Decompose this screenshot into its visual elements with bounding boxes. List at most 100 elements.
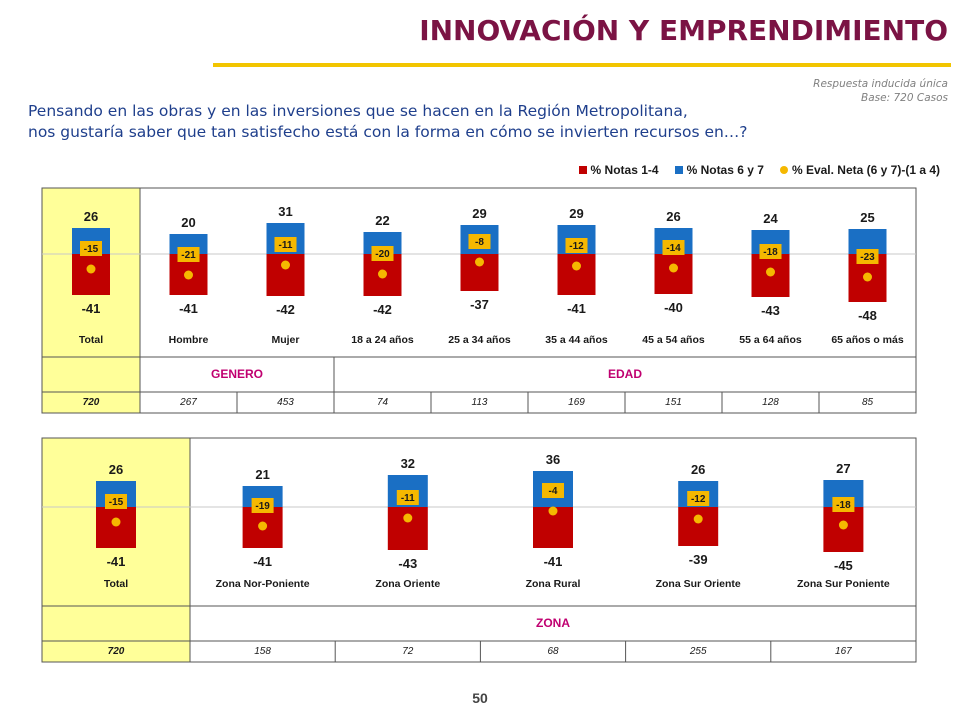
net-value-label-hombre: -21 xyxy=(181,250,196,261)
base-count-zona-oriente: 72 xyxy=(402,646,414,657)
net-point-45-a-54-anos xyxy=(669,263,678,273)
net-label-box xyxy=(105,494,127,509)
net-value-label-total: -15 xyxy=(84,244,99,255)
net-value-label-zona-rural: -4 xyxy=(549,486,558,497)
net-label-box xyxy=(856,249,879,264)
bar-notas-1-4-zona-sur-oriente xyxy=(678,507,719,546)
bar-notas-1-4-zona-oriente xyxy=(387,507,428,550)
category-label-total: Total xyxy=(104,578,128,590)
bar-notas-1-4-mujer xyxy=(266,254,305,296)
base-count-18-a-24-anos: 74 xyxy=(377,397,389,408)
value-label-notas-6-7: 26 xyxy=(84,209,98,224)
value-label-notas-1-4: -41 xyxy=(253,554,272,569)
category-label-18-a-24-anos: 18 a 24 años xyxy=(351,334,414,346)
question-line-1: Pensando en las obras y en las inversion… xyxy=(28,102,688,120)
net-point-total xyxy=(111,517,121,527)
total-column-highlight-1 xyxy=(42,188,140,413)
legend-item-notas-6-7: % Notas 6 y 7 xyxy=(674,163,764,177)
base-count-zona-sur-poniente: 167 xyxy=(835,646,852,657)
value-label-notas-1-4: -41 xyxy=(107,554,126,569)
net-label-box xyxy=(832,497,855,512)
value-label-notas-1-4: -48 xyxy=(858,308,877,323)
value-label-notas-6-7: 24 xyxy=(763,211,778,226)
legend-label: % Notas 6 y 7 xyxy=(686,163,764,177)
value-label-notas-6-7: 26 xyxy=(109,462,123,477)
survey-question: Pensando en las obras y en las inversion… xyxy=(28,101,748,143)
net-label-box xyxy=(468,234,491,249)
net-label-box xyxy=(80,241,102,256)
legend-swatch-dot xyxy=(779,166,788,174)
net-point-25-a-34-anos xyxy=(475,257,484,267)
value-label-notas-6-7: 22 xyxy=(375,213,389,228)
chart-legend: % Notas 1-4 % Notas 6 y 7 % Eval. Neta (… xyxy=(578,163,940,177)
chart-frame-1 xyxy=(41,187,917,414)
base-count-55-a-64-anos: 128 xyxy=(762,397,779,408)
value-label-notas-1-4: -45 xyxy=(834,558,853,573)
page-number: 50 xyxy=(472,690,488,706)
value-label-notas-6-7: 26 xyxy=(691,462,705,477)
net-point-zona-sur-poniente xyxy=(838,520,848,530)
net-value-label-zona-sur-oriente: -12 xyxy=(691,494,706,505)
net-label-box xyxy=(687,491,710,506)
chart-frame-2 xyxy=(41,437,917,663)
value-label-notas-6-7: 36 xyxy=(546,452,560,467)
value-label-notas-1-4: -41 xyxy=(544,554,563,569)
net-value-label-35-a-44-anos: -12 xyxy=(569,241,584,252)
base-count-zona-rural: 68 xyxy=(547,646,559,657)
net-label-box xyxy=(396,490,419,505)
legend-label: % Notas 1-4 xyxy=(590,163,659,177)
net-value-label-18-a-24-anos: -20 xyxy=(375,249,390,260)
net-point-zona-oriente xyxy=(403,513,413,523)
base-count-65-anos-o-mas: 85 xyxy=(862,397,874,408)
net-value-label-55-a-64-anos: -18 xyxy=(763,247,778,258)
base-count-hombre: 267 xyxy=(179,397,197,408)
net-point-zona-sur-oriente xyxy=(693,514,703,524)
value-label-notas-6-7: 32 xyxy=(401,456,415,471)
net-value-label-zona-nor-poniente: -19 xyxy=(255,501,270,512)
value-label-notas-6-7: 26 xyxy=(666,209,680,224)
value-label-notas-6-7: 31 xyxy=(278,204,292,219)
value-label-notas-1-4: -41 xyxy=(567,301,586,316)
net-label-box xyxy=(177,247,200,262)
value-label-notas-6-7: 27 xyxy=(836,461,850,476)
group-label-zona: ZONA xyxy=(536,616,570,630)
net-value-label-mujer: -11 xyxy=(279,240,293,251)
category-label-65-anos-o-mas: 65 años o más xyxy=(831,334,904,346)
net-value-label-total: -15 xyxy=(109,497,124,508)
category-label-35-a-44-anos: 35 a 44 años xyxy=(545,334,608,346)
net-value-label-45-a-54-anos: -14 xyxy=(666,243,681,254)
group-label-genero: GENERO xyxy=(211,367,263,381)
base-count-35-a-44-anos: 169 xyxy=(568,397,585,408)
category-label-zona-nor-poniente: Zona Nor-Poniente xyxy=(216,578,310,590)
note-base: Base: 720 Casos xyxy=(861,92,948,104)
value-label-notas-1-4: -42 xyxy=(373,302,392,317)
value-label-notas-6-7: 29 xyxy=(472,206,486,221)
value-label-notas-1-4: -43 xyxy=(398,556,417,571)
value-label-notas-1-4: -37 xyxy=(470,297,489,312)
net-point-zona-nor-poniente xyxy=(258,521,268,531)
category-label-zona-sur-poniente: Zona Sur Poniente xyxy=(797,578,890,590)
title-underline xyxy=(213,63,951,67)
base-count-zona-nor-poniente: 158 xyxy=(254,646,271,657)
net-point-65-anos-o-mas xyxy=(863,272,872,282)
net-point-35-a-44-anos xyxy=(572,261,581,271)
bar-notas-1-4-45-a-54-anos xyxy=(654,254,693,294)
net-point-hombre xyxy=(184,270,193,280)
net-label-box xyxy=(759,244,782,259)
net-value-label-zona-oriente: -11 xyxy=(401,493,415,504)
group-label-edad: EDAD xyxy=(608,367,642,381)
value-label-notas-1-4: -41 xyxy=(179,301,198,316)
net-point-55-a-64-anos xyxy=(766,267,775,277)
total-column-highlight-2 xyxy=(42,438,190,662)
question-line-2: nos gustaría saber que tan satisfecho es… xyxy=(28,123,748,141)
base-count-total: 720 xyxy=(83,397,100,408)
value-label-notas-1-4: -40 xyxy=(664,300,683,315)
base-count-zona-sur-oriente: 255 xyxy=(689,646,707,657)
net-point-zona-rural xyxy=(548,506,558,516)
bar-notas-1-4-total xyxy=(72,254,110,295)
net-value-label-25-a-34-anos: -8 xyxy=(475,237,484,248)
legend-item-eval-neta: % Eval. Neta (6 y 7)-(1 a 4) xyxy=(779,163,940,177)
category-label-zona-oriente: Zona Oriente xyxy=(375,578,440,590)
net-label-box xyxy=(251,498,274,513)
value-label-notas-6-7: 25 xyxy=(860,210,874,225)
